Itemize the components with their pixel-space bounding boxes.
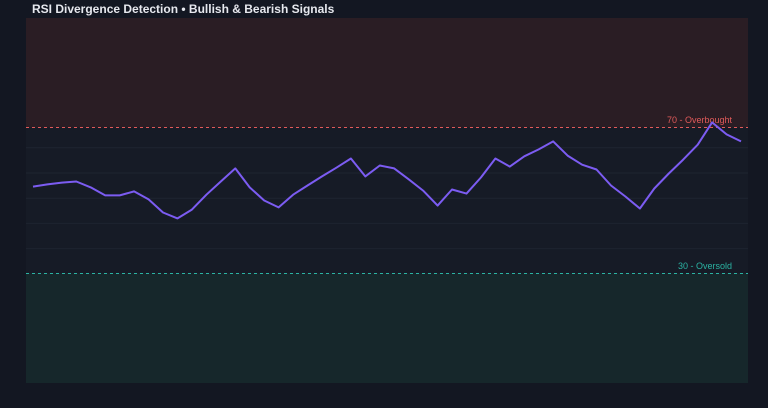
rsi-line — [32, 121, 742, 220]
chart-title: RSI Divergence Detection • Bullish & Bea… — [32, 2, 335, 16]
zone — [26, 273, 748, 383]
zone — [26, 18, 748, 128]
threshold-label: 70 - Overbought — [667, 115, 733, 125]
threshold-label: 30 - Oversold — [678, 261, 732, 271]
